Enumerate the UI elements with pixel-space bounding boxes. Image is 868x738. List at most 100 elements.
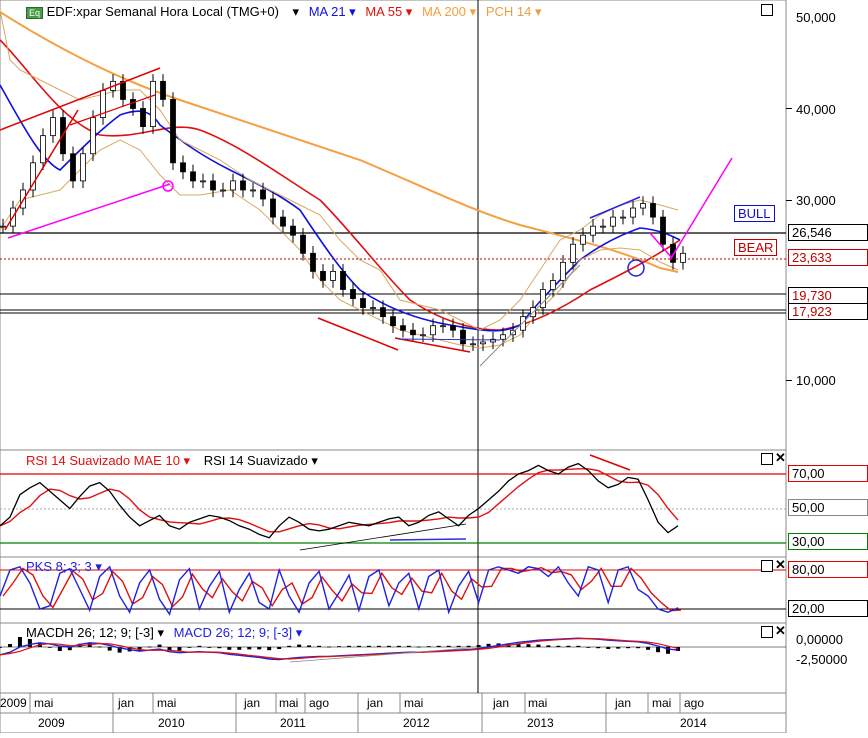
macdh-title[interactable]: MACDH 26; 12; 9; [-3]	[26, 625, 154, 640]
stoch-k	[0, 565, 679, 616]
candle-body	[70, 153, 76, 182]
legend-ma200-arrow-icon[interactable]: ▾	[466, 4, 477, 19]
legend-pch14-arrow-icon[interactable]: ▾	[531, 4, 542, 19]
macd-hist-bar	[666, 647, 671, 654]
maximize-panel-icon[interactable]	[761, 4, 773, 16]
legend-ma21-arrow-icon[interactable]: ▾	[345, 4, 356, 19]
candle-body	[210, 180, 216, 191]
macd-hist-bar	[327, 646, 332, 648]
macd-hist-bar	[167, 647, 172, 651]
macd-hist-bar	[586, 647, 591, 648]
macd-tick-zero: 0,00000	[796, 632, 843, 647]
ma55-line	[0, 39, 681, 331]
candle-body	[420, 334, 426, 337]
macd-hist-bar	[516, 643, 521, 647]
stoch-close-icon[interactable]: ✕	[775, 557, 786, 572]
candle-body	[280, 216, 286, 227]
rsi-close-icon[interactable]: ✕	[775, 450, 786, 465]
candle-body	[290, 225, 296, 236]
macd-arrow-icon[interactable]: ▾	[295, 625, 303, 640]
candle-body	[350, 289, 356, 299]
macd-hist-bar	[237, 647, 242, 650]
rsi-mae-title[interactable]: RSI 14 Suavizado MAE 10	[26, 453, 180, 468]
candle-body	[540, 289, 546, 309]
rsi-title[interactable]: RSI 14 Suavizado	[203, 453, 308, 468]
legend-pch14[interactable]: PCH 14	[485, 4, 532, 19]
stoch-title[interactable]: PKS 8; 3; 3	[26, 559, 92, 574]
macd-hist-bar	[356, 645, 361, 647]
macd-hist-bar	[7, 644, 12, 647]
candle-body	[440, 325, 446, 328]
candle-body	[120, 80, 126, 100]
macd-maximize-icon[interactable]	[761, 626, 773, 638]
macd-hist-bar	[57, 647, 62, 651]
macd-hist-bar	[267, 647, 272, 651]
trendline-channel-2009	[69, 94, 156, 126]
candle-body	[250, 189, 256, 192]
stoch-arrow-icon[interactable]: ▾	[95, 559, 102, 574]
rsi-panel-header: RSI 14 Suavizado MAE 10 ▾ RSI 14 Suaviza…	[26, 453, 318, 469]
candle-body	[660, 216, 666, 245]
candle-body	[50, 117, 56, 137]
candle-body	[600, 225, 606, 228]
month-label-7: jan	[367, 696, 384, 710]
macd-hist-bar	[147, 646, 152, 648]
macd-hist-bar	[466, 645, 471, 647]
legend-ma55-arrow-icon[interactable]: ▾	[402, 4, 413, 19]
macd-hist-bar	[486, 643, 491, 647]
macd-hist-bar	[287, 645, 292, 647]
rsi-panel-frame	[0, 449, 787, 558]
rsi-arrow-icon[interactable]: ▾	[311, 453, 318, 468]
candle-body	[500, 334, 506, 340]
macd-hist-bar	[17, 637, 22, 647]
macd-close-icon[interactable]: ✕	[775, 623, 786, 638]
price-candles	[0, 74, 686, 352]
trendline-magenta-projection	[669, 157, 733, 261]
macd-hist-bar	[257, 647, 262, 650]
candle-body	[270, 198, 276, 218]
trendline-resistance-2009	[0, 67, 161, 131]
macd-signal	[0, 637, 679, 660]
instrument-title[interactable]: EDF:xpar Semanal Hora Local (TMG+0)	[46, 4, 279, 19]
macd-hist-bar	[406, 645, 411, 647]
macd-trendline	[289, 647, 471, 663]
macd-hist-bar	[676, 647, 680, 651]
candle-body	[180, 162, 186, 173]
month-label-6: ago	[309, 696, 330, 710]
macd-hist-bar	[416, 646, 421, 648]
macd-hist-bar	[396, 645, 401, 647]
stoch-maximize-icon[interactable]	[761, 560, 773, 572]
candle-body	[330, 270, 336, 281]
candle-body	[80, 153, 86, 182]
legend-ma55[interactable]: MA 55	[365, 4, 403, 19]
macd-hist-bar	[0, 647, 2, 648]
candle-body	[200, 180, 206, 183]
macd-hist-bar	[566, 645, 571, 647]
candle-body	[490, 338, 496, 343]
macd-hist-bar	[536, 644, 541, 647]
month-label-10: mai	[528, 696, 548, 710]
candle-body	[190, 171, 196, 182]
candle-body	[380, 307, 386, 318]
candle-body	[460, 329, 466, 345]
legend-ma200[interactable]: MA 200	[421, 4, 467, 19]
month-label-8: mai	[404, 696, 424, 710]
month-label-1: mai	[34, 696, 54, 710]
macd-title[interactable]: MACD 26; 12; 9; [-3]	[173, 625, 293, 640]
macd-hist-bar	[227, 647, 232, 650]
rsi-mae-arrow-icon[interactable]: ▾	[183, 453, 191, 468]
candle-body	[300, 234, 306, 254]
macdh-arrow-icon[interactable]: ▾	[157, 625, 165, 640]
rsi-tick-70: 70,00	[788, 465, 868, 482]
macd-hist-bar	[576, 645, 581, 647]
macd-hist-bar	[247, 647, 252, 650]
candle-body	[610, 216, 616, 227]
candle-body	[170, 99, 176, 164]
trendline-magenta-drop	[649, 232, 673, 259]
candle-body	[140, 108, 146, 128]
rsi-maximize-icon[interactable]	[761, 453, 773, 465]
rsi-divergence-black	[299, 523, 467, 551]
legend-ma21[interactable]: MA 21	[308, 4, 346, 19]
dropdown-arrow-icon[interactable]: ▾	[292, 4, 300, 19]
stoch-tick-20: 20,00	[788, 600, 868, 617]
